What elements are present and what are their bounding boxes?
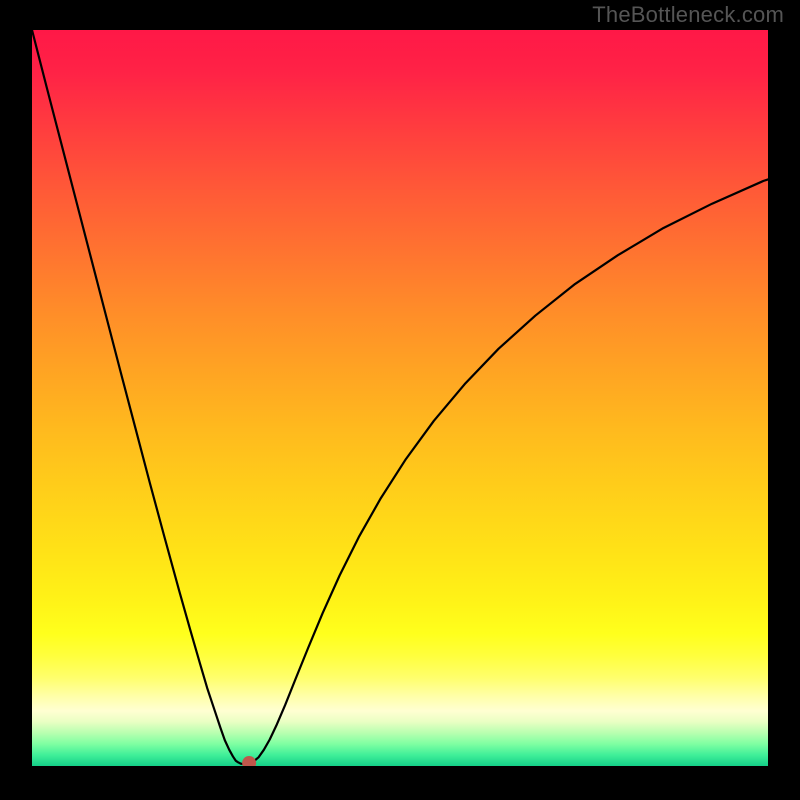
plot-background (32, 30, 768, 766)
source-attribution-label: TheBottleneck.com (592, 2, 784, 28)
bottleneck-chart-figure: TheBottleneck.com (0, 0, 800, 800)
chart-canvas (0, 0, 800, 800)
